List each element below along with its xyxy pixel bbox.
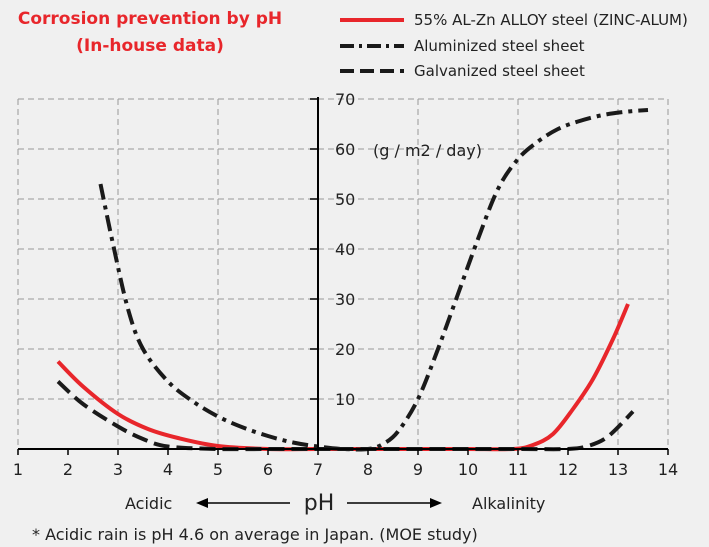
y-tick-label: 50 bbox=[335, 190, 355, 209]
ph-axis-label: pH bbox=[304, 491, 335, 516]
x-tick-label: 13 bbox=[608, 460, 628, 479]
x-tick-label: 8 bbox=[363, 460, 373, 479]
y-tick-label: 30 bbox=[335, 290, 355, 309]
x-tick-label: 4 bbox=[163, 460, 173, 479]
chart-title: Corrosion prevention by pH bbox=[18, 9, 282, 29]
y-tick-label: 10 bbox=[335, 390, 355, 409]
y-tick-label: 20 bbox=[335, 340, 355, 359]
footnote: * Acidic rain is pH 4.6 on average in Ja… bbox=[32, 525, 478, 544]
series-line-1 bbox=[56, 303, 630, 452]
x-tick-label: 5 bbox=[213, 460, 223, 479]
x-tick-label: 1 bbox=[13, 460, 23, 479]
acidic-label: Acidic bbox=[125, 494, 172, 513]
alkalinity-label: Alkalinity bbox=[472, 494, 545, 513]
x-tick-label: 3 bbox=[113, 460, 123, 479]
unit-label: (g / m2 / day) bbox=[373, 141, 482, 160]
y-tick-label: 40 bbox=[335, 240, 355, 259]
x-tick-label: 10 bbox=[458, 460, 478, 479]
left-arrow-icon bbox=[196, 498, 208, 508]
x-tick-label: 14 bbox=[658, 460, 678, 479]
chart-subtitle: (In-house data) bbox=[76, 36, 224, 56]
right-arrow-icon bbox=[430, 498, 442, 508]
y-tick-label: 70 bbox=[335, 90, 355, 109]
grid bbox=[17, 98, 669, 449]
x-tick-labels: 1 2 3 4 5 6 7 8 9 10 11 12 13 14 bbox=[13, 460, 678, 479]
x-tick-label: 7 bbox=[313, 460, 323, 479]
x-tick-label: 9 bbox=[413, 460, 423, 479]
x-tick-label: 2 bbox=[63, 460, 73, 479]
x-tick-label: 11 bbox=[508, 460, 528, 479]
y-tick-label: 60 bbox=[335, 140, 355, 159]
legend-label-galvanized: Galvanized steel sheet bbox=[414, 62, 585, 80]
legend: 55% AL-Zn ALLOY steel (ZINC-ALUM) Alumin… bbox=[340, 11, 688, 80]
legend-label-aluminized: Aluminized steel sheet bbox=[414, 37, 585, 55]
x-tick-label: 6 bbox=[263, 460, 273, 479]
series-line-2 bbox=[98, 108, 649, 452]
ph-direction: Acidic pH Alkalinity bbox=[125, 491, 545, 516]
legend-label-zinc-alum: 55% AL-Zn ALLOY steel (ZINC-ALUM) bbox=[414, 11, 688, 29]
axes bbox=[17, 97, 669, 455]
y-tick-labels: 10 20 30 40 50 60 70 bbox=[335, 90, 355, 409]
x-tick-label: 12 bbox=[558, 460, 578, 479]
